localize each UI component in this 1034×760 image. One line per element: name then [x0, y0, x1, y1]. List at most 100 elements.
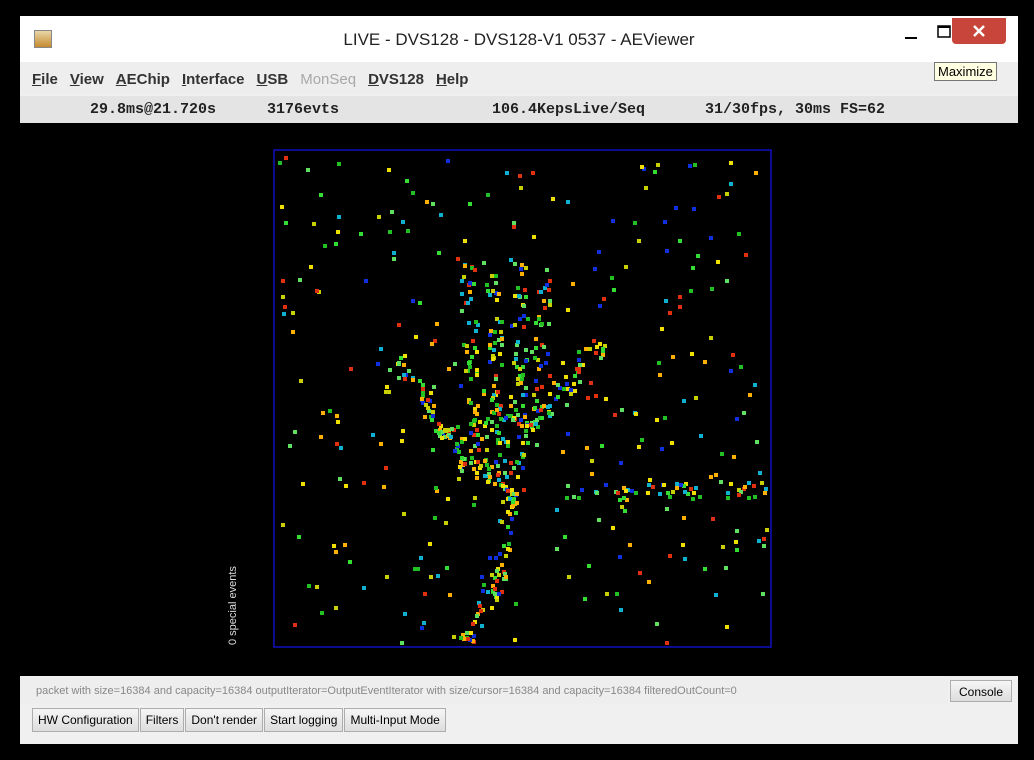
event-pixel: [594, 394, 598, 398]
minimize-button[interactable]: [895, 24, 925, 44]
menu-item[interactable]: AEChip: [116, 71, 170, 88]
event-pixel: [522, 304, 526, 308]
event-pixel: [514, 408, 518, 412]
menu-item[interactable]: DVS128: [368, 71, 424, 88]
event-pixel: [725, 279, 729, 283]
event-pixel: [533, 356, 537, 360]
close-button[interactable]: [952, 18, 1006, 44]
toolbar-button[interactable]: Start logging: [264, 708, 343, 732]
event-pixel: [507, 542, 511, 546]
event-pixel: [604, 483, 608, 487]
event-pixel: [460, 279, 464, 283]
event-pixel: [505, 171, 509, 175]
menu-item[interactable]: File: [32, 71, 58, 88]
event-pixel: [494, 281, 498, 285]
event-pixel: [510, 517, 514, 521]
event-pixel: [469, 461, 473, 465]
event-pixel: [306, 168, 310, 172]
event-pixel: [647, 483, 651, 487]
event-pixel: [522, 314, 526, 318]
event-pixels: [278, 156, 769, 645]
event-pixel: [402, 373, 406, 377]
event-pixel: [644, 186, 648, 190]
event-pixel: [657, 361, 661, 365]
toolbar-button[interactable]: HW Configuration: [32, 708, 139, 732]
event-pixel: [764, 487, 768, 491]
event-pixel: [675, 482, 679, 486]
event-pixel: [458, 465, 462, 469]
event-pixel: [485, 283, 489, 287]
event-pixel: [590, 459, 594, 463]
event-pixel: [565, 496, 569, 500]
menu-item[interactable]: Interface: [182, 71, 245, 88]
event-pixel: [517, 435, 521, 439]
menu-item[interactable]: View: [70, 71, 104, 88]
window: LIVE - DVS128 - DVS128-V1 0537 - AEViewe…: [20, 16, 1018, 744]
event-pixel: [633, 221, 637, 225]
event-pixel: [488, 333, 492, 337]
event-pixel: [466, 637, 470, 641]
toolbar-button[interactable]: Filters: [140, 708, 185, 732]
event-pixel: [431, 202, 435, 206]
event-pixel: [379, 347, 383, 351]
event-pixel: [482, 261, 486, 265]
event-pixel: [471, 339, 475, 343]
event-pixel: [540, 385, 544, 389]
event-pixel: [597, 518, 601, 522]
event-pixel: [569, 392, 573, 396]
event-pixel: [689, 487, 693, 491]
event-pixel: [328, 409, 332, 413]
event-pixel: [514, 602, 518, 606]
event-pixel: [518, 174, 522, 178]
toolbar-button[interactable]: Don't render: [185, 708, 263, 732]
event-pixel: [595, 491, 599, 495]
menu-item[interactable]: USB: [257, 71, 289, 88]
event-pixel: [312, 222, 316, 226]
event-pixel: [388, 230, 392, 234]
event-pixel: [565, 382, 569, 386]
event-pixel: [450, 427, 454, 431]
event-pixel: [525, 424, 529, 428]
event-pixel: [431, 414, 435, 418]
event-pixel: [735, 417, 739, 421]
event-pixel: [524, 434, 528, 438]
event-pixel: [281, 523, 285, 527]
event-pixel: [457, 477, 461, 481]
event-pixel: [694, 486, 698, 490]
event-pixel: [601, 347, 605, 351]
console-button[interactable]: Console: [950, 680, 1012, 702]
event-pixel: [482, 389, 486, 393]
status-rate: 106.4KepsLive/Seq: [492, 101, 645, 118]
menu-item[interactable]: MonSeq: [300, 71, 356, 88]
event-pixel: [414, 335, 418, 339]
event-pixel: [343, 543, 347, 547]
event-pixel: [526, 317, 530, 321]
event-pixel: [494, 274, 498, 278]
event-pixel: [480, 575, 484, 579]
event-pixel: [291, 311, 295, 315]
event-pixel: [387, 168, 391, 172]
event-pixel: [464, 369, 468, 373]
event-pixel: [334, 606, 338, 610]
menu-item[interactable]: Help: [436, 71, 469, 88]
event-pixel: [469, 431, 473, 435]
event-pixel: [282, 312, 286, 316]
event-pixel: [335, 442, 339, 446]
event-pixel: [486, 480, 490, 484]
event-pixel: [647, 580, 651, 584]
event-pixel: [583, 597, 587, 601]
event-pixel: [744, 253, 748, 257]
status-line: packet with size=16384 and capacity=1638…: [20, 678, 948, 704]
event-pixel: [731, 353, 735, 357]
event-pixel: [563, 535, 567, 539]
event-pixel: [468, 281, 472, 285]
event-pixel: [494, 556, 498, 560]
event-pixel: [584, 347, 588, 351]
event-pixel: [663, 220, 667, 224]
event-pixel: [509, 395, 513, 399]
toolbar-button[interactable]: Multi-Input Mode: [344, 708, 445, 732]
event-pixel: [613, 413, 617, 417]
event-pixel: [709, 336, 713, 340]
event-pixel: [501, 500, 505, 504]
event-pixel: [598, 342, 602, 346]
